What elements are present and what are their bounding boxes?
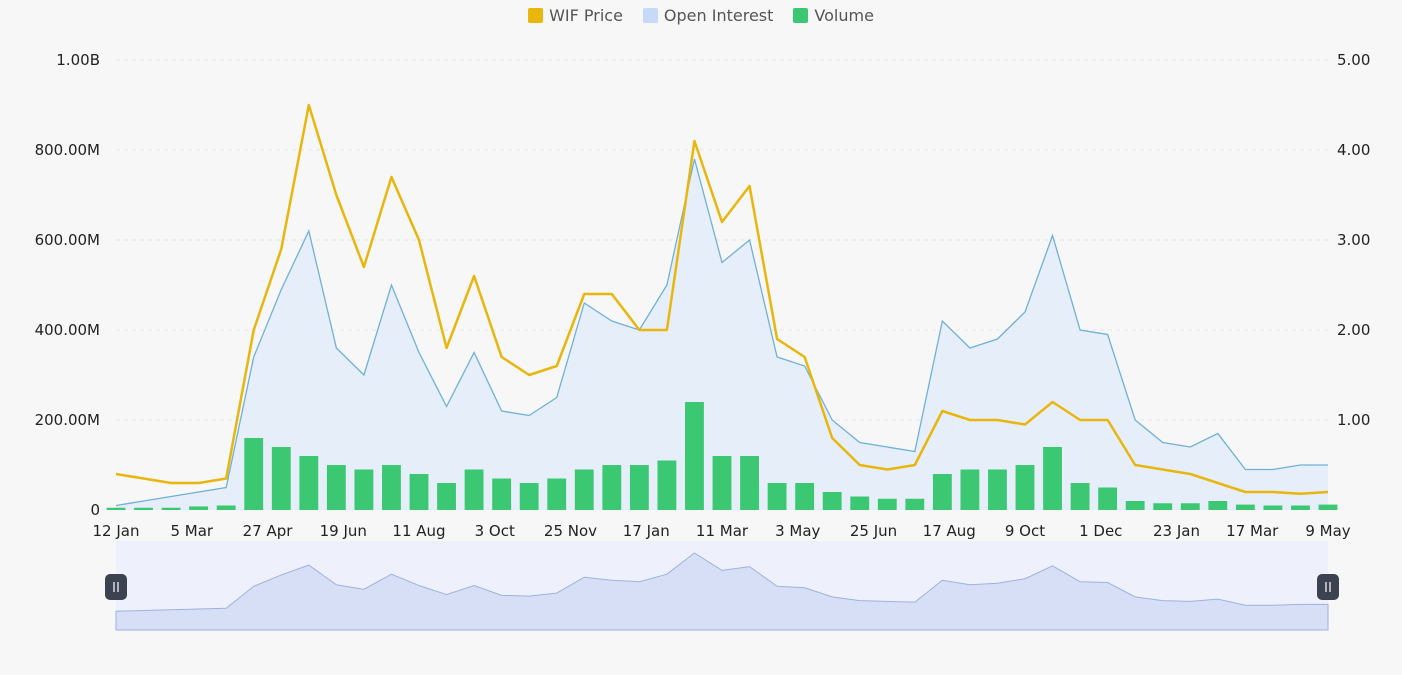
legend-swatch-open-interest [642,8,658,23]
open-interest-line [115,158,1328,507]
legend-swatch-volume [793,8,809,23]
legend-item-price[interactable]: WIF Price [528,6,623,25]
volume-bar [629,465,649,510]
right-tick-label: 2.00 [1337,321,1370,339]
x-tick-label: 17 Jan [623,522,670,540]
navigator-handle-left[interactable] [105,574,127,600]
volume-bar [988,469,1007,510]
volume-bar [1208,501,1228,510]
volume-bar [657,460,677,510]
volume-bar [1098,487,1118,510]
volume-bar [492,478,512,510]
x-tick-label: 23 Jan [1153,522,1200,540]
navigator-area [115,552,1329,631]
volume-bar [1235,504,1255,510]
left-tick-label: 1.00B [56,51,100,69]
volume-bar [216,505,236,510]
x-tick-label: 11 Mar [696,522,749,540]
volume-bar [1291,505,1310,510]
volume-bar [767,483,787,510]
x-tick-label: 12 Jan [93,522,140,540]
x-tick-label: 11 Aug [392,522,445,540]
volume-bar [1263,505,1283,510]
volume-bar [1043,447,1062,510]
handle-grip [105,574,127,600]
legend-swatch-price [528,8,544,23]
volume-bar [740,456,759,510]
x-tick-label: 3 Oct [475,522,515,540]
x-tick-label: 25 Nov [544,522,597,540]
handle-grip [1317,574,1339,600]
legend-label-open-interest: Open Interest [663,6,774,25]
volume-bar [271,447,291,510]
volume-bar [354,469,374,510]
volume-bar [1318,504,1338,510]
volume-bar [602,465,622,510]
x-tick-label: 1 Dec [1079,522,1122,540]
x-tick-label: 9 May [1305,522,1350,540]
right-tick-label: 1.00 [1337,411,1370,429]
volume-bar [189,506,209,510]
x-tick-label: 5 Mar [170,522,213,540]
volume-bar [574,469,594,510]
left-tick-label: 600.00M [35,231,100,249]
volume-bar [850,496,870,510]
volume-bar [877,498,897,510]
volume-bar [134,507,153,510]
legend-item-volume[interactable]: Volume [793,6,874,25]
volume-bar [106,507,126,510]
volume-bar [795,483,815,510]
volume-bar [519,483,539,510]
navigator-handle-right[interactable] [1317,574,1339,600]
left-tick-label: 800.00M [35,141,100,159]
volume-bar [409,474,429,510]
volume-bar [299,456,319,510]
volume-bar [1070,483,1090,510]
x-tick-label: 3 May [775,522,820,540]
x-tick-label: 17 Aug [923,522,976,540]
volume-bar [685,402,704,510]
volume-bar [1015,465,1035,510]
volume-bar [932,474,952,510]
volume-bar [1153,503,1173,510]
volume-bar [712,456,732,510]
legend-label-price: WIF Price [549,6,623,25]
volume-bar [1180,503,1200,510]
left-tick-label: 0 [90,501,100,519]
volume-bar [905,498,925,510]
open-interest-area [116,159,1328,510]
right-tick-label: 3.00 [1337,231,1370,249]
x-tick-label: 9 Oct [1005,522,1045,540]
right-tick-label: 5.00 [1337,51,1370,69]
x-tick-label: 17 Mar [1226,522,1279,540]
price-line [115,103,1329,496]
volume-bar [960,469,980,510]
volume-bar [382,465,401,510]
right-tick-label: 4.00 [1337,141,1370,159]
x-tick-label: 19 Jun [320,522,367,540]
volume-bar [437,483,456,510]
legend-label-volume: Volume [814,6,874,25]
legend-item-open-interest[interactable]: Open Interest [642,6,774,25]
volume-bar [822,492,842,510]
volume-bar [244,438,264,510]
navigator[interactable] [105,541,1339,631]
left-tick-label: 200.00M [35,411,100,429]
volume-bar [1125,501,1145,510]
x-tick-label: 25 Jun [850,522,897,540]
volume-bar [547,478,567,510]
x-tick-label: 27 Apr [243,522,294,540]
left-tick-label: 400.00M [35,321,100,339]
volume-bar [326,465,346,510]
volume-bar [161,507,181,510]
volume-bar [464,469,484,510]
legend: WIF Price Open Interest Volume [0,6,1402,25]
